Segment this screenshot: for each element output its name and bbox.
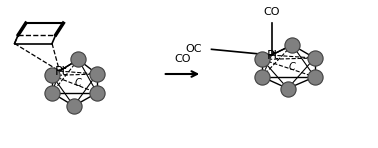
- Point: [259, 58, 265, 61]
- Text: CO: CO: [263, 7, 280, 17]
- Point: [49, 74, 55, 77]
- Point: [49, 92, 55, 94]
- Point: [75, 58, 81, 61]
- Point: [94, 73, 100, 75]
- Point: [289, 44, 295, 46]
- Text: Pt: Pt: [267, 49, 280, 62]
- Text: CO: CO: [174, 54, 191, 64]
- Point: [312, 57, 318, 59]
- Text: C: C: [75, 78, 82, 89]
- Point: [94, 92, 100, 94]
- Point: [71, 105, 77, 107]
- Text: C: C: [289, 62, 296, 73]
- Point: [259, 76, 265, 78]
- Point: [312, 76, 318, 78]
- Point: [285, 87, 291, 90]
- Text: Pt: Pt: [55, 65, 68, 78]
- Text: OC: OC: [186, 44, 202, 54]
